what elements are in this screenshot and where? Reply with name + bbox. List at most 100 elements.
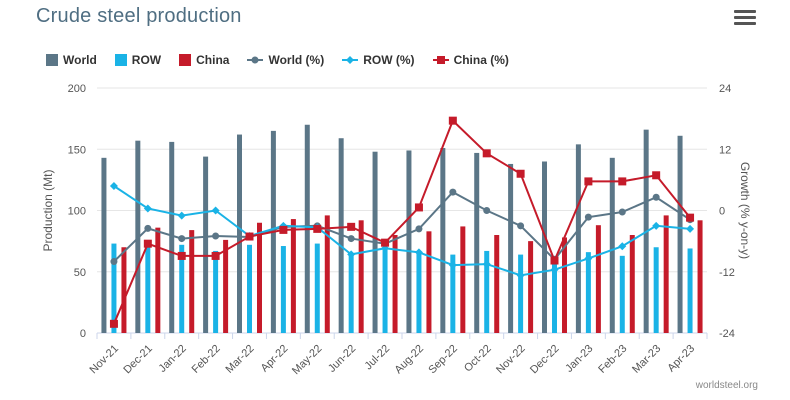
legend-label: World (%) (268, 53, 325, 67)
legend-item-world[interactable]: World (%) (247, 53, 324, 67)
legend-label: ROW (%) (363, 53, 415, 67)
point-china (652, 171, 661, 180)
point-row (109, 182, 118, 190)
series-line-world (113, 190, 691, 263)
legend-item-china[interactable]: China (%) (432, 53, 509, 67)
point-world (584, 213, 592, 221)
y-tick-label: 150 (68, 144, 86, 156)
x-tick-label: Feb-22 (190, 343, 223, 376)
chart-title: Crude steel production (36, 5, 242, 27)
bar-china (324, 215, 330, 333)
x-tick-label: Nov-21 (88, 343, 122, 377)
point-china (381, 238, 390, 247)
line-series-row (109, 182, 695, 280)
series-line-row (113, 185, 691, 277)
legend-symbol (432, 56, 449, 64)
y-tick-label: 50 (74, 267, 86, 279)
point-row (482, 260, 491, 269)
y2-tick-label: 12 (719, 144, 731, 156)
y2-tick-label: 0 (719, 206, 725, 218)
bar-china (257, 222, 262, 333)
bar-row (213, 250, 219, 333)
legend-item-china[interactable]: China (179, 53, 229, 67)
bar-row (280, 246, 286, 333)
bar-row (450, 254, 456, 333)
legend-label: World (63, 53, 97, 67)
bar-world (609, 157, 615, 333)
bar-row (314, 243, 320, 333)
bar-china (629, 235, 635, 333)
bar-world (440, 148, 446, 333)
point-row (448, 261, 457, 270)
bar-china (697, 220, 703, 333)
bar-world (101, 157, 107, 333)
y2-tick-label: -12 (719, 267, 735, 279)
bar-row (687, 248, 693, 333)
bar-row (518, 254, 524, 333)
bar-world (474, 152, 480, 333)
bar-world (237, 134, 242, 333)
point-row (347, 250, 356, 259)
x-tick-label: Jan-23 (563, 343, 595, 375)
bar-row (619, 255, 625, 333)
bar-china (663, 215, 669, 333)
bar-china (223, 239, 229, 333)
legend-symbol (46, 54, 58, 66)
bar-world (169, 141, 175, 333)
x-tick-label: Feb-23 (596, 343, 629, 376)
y2-tick-label: -24 (719, 328, 735, 340)
point-china (347, 222, 356, 231)
bar-row (382, 249, 388, 333)
point-china (686, 213, 695, 222)
bar-china (595, 225, 601, 333)
x-tick-label: Apr-23 (665, 343, 697, 375)
bar-china (426, 231, 432, 333)
bar-world (406, 150, 412, 333)
bar-world (542, 161, 547, 333)
x-tick-label: Oct-22 (462, 343, 494, 375)
bar-world (203, 156, 209, 333)
point-row (686, 224, 695, 233)
x-tick-label: Mar-23 (630, 343, 663, 376)
point-row (584, 254, 593, 263)
bar-row (145, 244, 151, 333)
point-row (618, 242, 627, 251)
point-row (177, 211, 186, 220)
point-row (211, 206, 220, 215)
legend-item-world[interactable]: World (46, 53, 97, 67)
credit-text[interactable]: worldsteel.org (695, 380, 758, 391)
point-china (516, 169, 525, 178)
point-china (143, 239, 152, 248)
bar-world (575, 144, 581, 333)
point-china (177, 251, 186, 260)
legend-label: ROW (131, 53, 162, 67)
hamburger-menu-icon[interactable] (734, 10, 756, 30)
bar-china (290, 219, 296, 333)
x-tick-label: Dec-22 (528, 343, 562, 377)
legend-symbol (342, 56, 359, 64)
point-world (415, 225, 423, 233)
point-china (245, 232, 254, 241)
x-tick-label: Sep-22 (426, 343, 460, 377)
bar-world (677, 135, 683, 333)
point-row (516, 271, 525, 280)
point-world (347, 235, 355, 243)
legend-item-row[interactable]: ROW (114, 53, 162, 67)
point-world (144, 224, 152, 232)
y2-tick-label: 24 (719, 83, 731, 95)
legend-item-row[interactable]: ROW (%) (342, 53, 415, 67)
x-tick-label: Jul-22 (363, 343, 393, 373)
y-tick-label: 0 (80, 328, 86, 340)
point-world (618, 208, 626, 216)
bar-china (494, 235, 500, 333)
x-tick-label: Mar-22 (223, 343, 256, 376)
x-tick-label: Apr-22 (259, 343, 291, 375)
point-china (414, 203, 423, 212)
point-china (448, 116, 457, 125)
legend-symbol (114, 54, 127, 66)
y-axis-title: Production (Mt) (41, 169, 55, 251)
point-row (550, 265, 559, 274)
bar-china (460, 226, 466, 333)
